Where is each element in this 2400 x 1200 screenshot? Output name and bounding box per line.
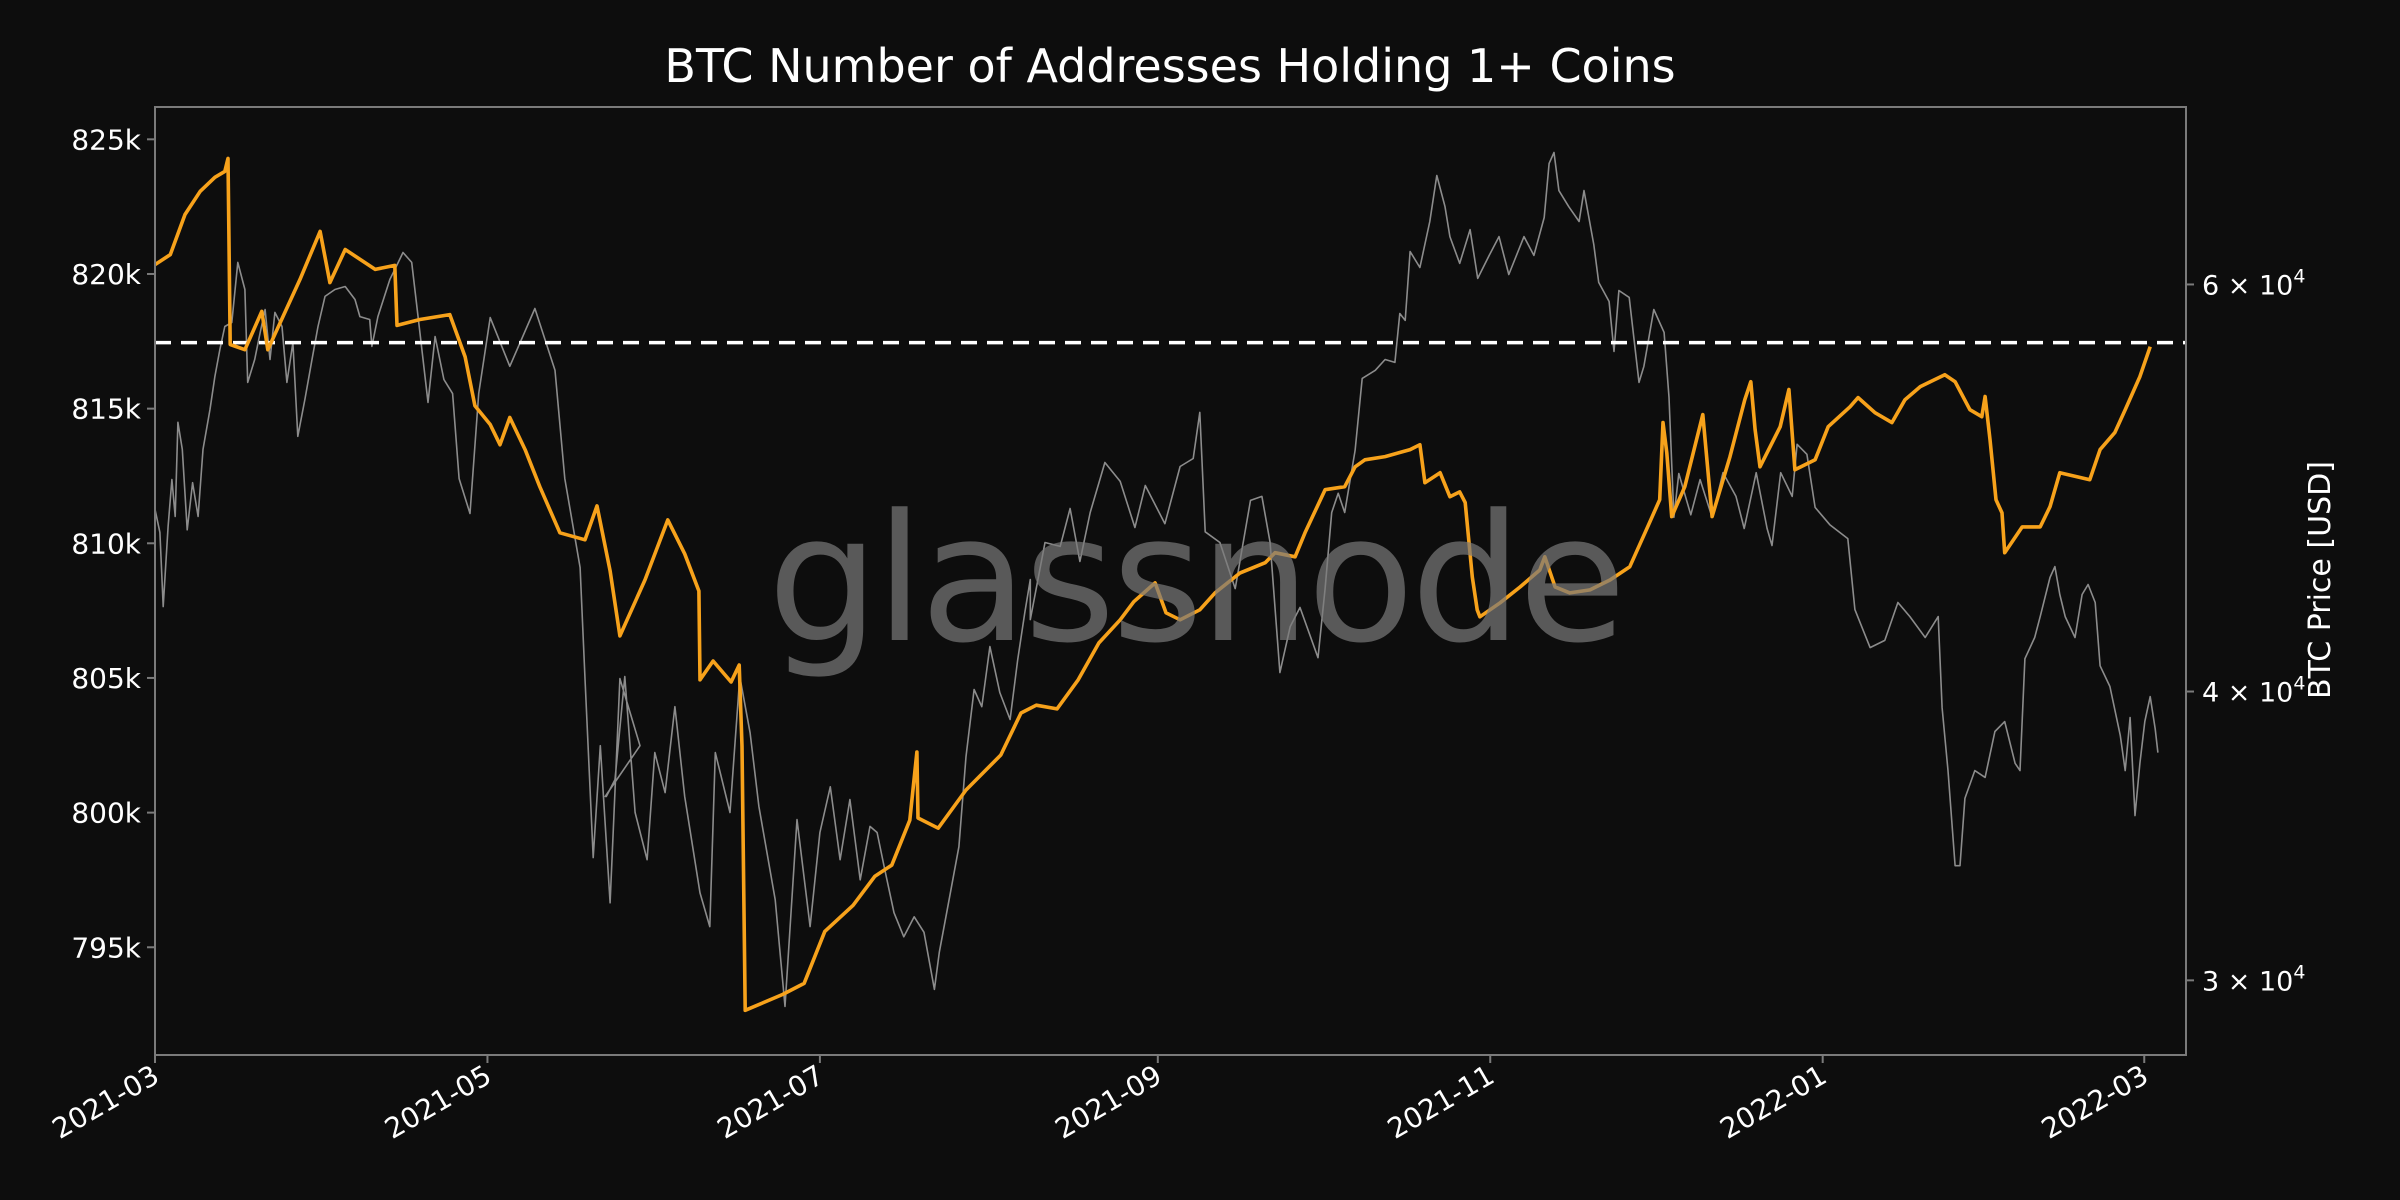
y-left-tick-label: 800k: [71, 797, 141, 830]
y-right-tick-label: 4 × 104: [2202, 673, 2305, 709]
y-left-tick-label: 795k: [71, 931, 141, 964]
y-left-tick-label: 805k: [71, 662, 141, 695]
btc-price-line: [154, 151, 2159, 1008]
y-right-tick-label: 6 × 104: [2202, 265, 2305, 301]
plot-area: glassnode: [154, 106, 2187, 1056]
y-axis-right-label: BTC Price [USD]: [2303, 461, 2338, 699]
y-axis-left: 795k 800k 805k 810k 815k 820k 825k: [71, 123, 155, 964]
y-left-tick-label: 820k: [71, 258, 141, 291]
glassnode-watermark: glassnode: [767, 477, 1622, 682]
y-left-tick-label: 825k: [71, 123, 141, 156]
chart-title: BTC Number of Addresses Holding 1+ Coins: [664, 39, 1675, 93]
plot-frame: [154, 106, 2187, 1056]
y-left-tick-label: 815k: [71, 393, 141, 426]
y-axis-right: 3 × 104 4 × 104 6 × 104: [2186, 265, 2305, 997]
y-left-tick-label: 810k: [71, 527, 141, 560]
y-right-tick-label: 3 × 104: [2202, 961, 2305, 997]
addresses-line: [154, 156, 2152, 1013]
